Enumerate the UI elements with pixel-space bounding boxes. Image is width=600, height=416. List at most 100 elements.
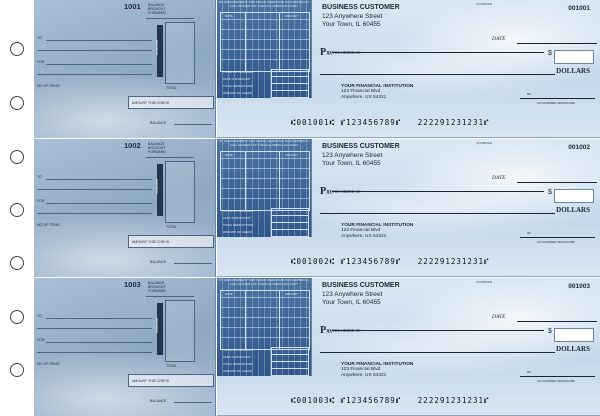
dollar-sign: $ (548, 50, 552, 57)
stub-no-items-label: NO OF ITEMS (37, 362, 60, 366)
amount-box[interactable] (554, 50, 594, 64)
binder-edge (0, 0, 34, 416)
amount-box[interactable] (554, 189, 594, 203)
grid-line (221, 337, 309, 338)
dollar-sign: $ (548, 189, 552, 196)
amount-of-check-label: AMOUNT OF CHECK (223, 369, 253, 373)
date-line[interactable] (517, 321, 597, 322)
total-invoices-label: TOTAL OF INVOICES (223, 70, 253, 74)
stub-for-line (46, 64, 152, 65)
check-set: 1003 BALANCE BROUGHT FORWARD TO FOR NO O… (34, 278, 600, 416)
stub-to-line (46, 318, 152, 319)
deposit-strip: BY ENDORSEMENT THIS CHECK WHEN PAID IS A… (217, 139, 312, 237)
binder-hole (10, 96, 24, 110)
customer-name: BUSINESS CUSTOMER (322, 4, 400, 11)
micr-line: ⑆001002⑆ ⑈123456789⑈ 222291231231⑈ (291, 257, 490, 266)
grid-line (221, 188, 309, 189)
customer-street: 123 Anywhere Street (322, 152, 383, 159)
strip-grid: DATE AMOUNT (220, 290, 310, 350)
pay-initial: P (320, 186, 327, 197)
amount-this-check-label: AMOUNT THIS CHECK (132, 240, 170, 244)
date-line[interactable] (517, 182, 597, 183)
grid-line (221, 29, 309, 30)
stub-for-label: FOR (37, 60, 45, 64)
pay-to-label: PAY TO THE ORDER OF (320, 320, 361, 338)
less-discount-label: LESS % DISCOUNT (223, 216, 251, 220)
amount-of-check-label: AMOUNT OF CHECK (223, 91, 253, 95)
binder-hole (10, 363, 24, 377)
payee-line[interactable] (332, 52, 544, 53)
total-invoices-label: TOTAL OF INVOICES (223, 348, 253, 352)
grid-line (245, 13, 246, 71)
grid-line (245, 291, 246, 349)
strip-date-label: DATE (225, 153, 233, 157)
strip-amount-label: AMOUNT (285, 14, 298, 18)
stub-line (37, 74, 152, 75)
signature-line[interactable] (520, 98, 595, 99)
strip-grid: DATE AMOUNT (220, 151, 310, 211)
stub-amount-column (165, 161, 195, 223)
stub-line (37, 213, 152, 214)
strip-date-label: DATE (225, 292, 233, 296)
customer-name: BUSINESS CUSTOMER (322, 282, 400, 289)
dollars-label: DOLLARS (556, 345, 590, 353)
check-stub: 1002 BALANCE BROUGHT FORWARD TO FOR NO O… (34, 139, 216, 277)
date-label: DATE (492, 314, 506, 320)
amount-this-check-box (128, 235, 214, 248)
bank-street: 123 Financial Blvd (341, 367, 381, 373)
stub-amount-column (165, 22, 195, 84)
amount-of-check-label: AMOUNT OF CHECK (223, 230, 253, 234)
customer-city: Your Town, IL 60455 (322, 21, 381, 28)
dollars-label: DOLLARS (556, 67, 590, 75)
stub-check-number: 1002 (124, 141, 141, 150)
written-amount-line[interactable] (320, 74, 555, 75)
check-set: 1002 BALANCE BROUGHT FORWARD TO FOR NO O… (34, 139, 600, 277)
micr-line: ⑆001001⑆ ⑈123456789⑈ 222291231231⑈ (291, 118, 490, 127)
bank-city: Anywhere, US 54321 (341, 372, 387, 378)
balance-line (174, 124, 212, 125)
stub-total-label: TOTAL (166, 364, 177, 368)
signature-line[interactable] (520, 237, 595, 238)
balance-label: BALANCE (150, 260, 167, 264)
payee-line[interactable] (332, 330, 544, 331)
signature-line[interactable] (520, 376, 595, 377)
total-deductions-label: TOTAL DEDUCTIONS (223, 223, 253, 227)
date-label: DATE (492, 175, 506, 181)
authorized-signature-label: AUTHORIZED SIGNATURE (537, 240, 575, 244)
bank-name: YOUR FINANCIAL INSTITUTION (341, 362, 414, 367)
stub-total-label: TOTAL (166, 86, 177, 90)
grid-line (221, 158, 309, 159)
written-amount-line[interactable] (320, 213, 555, 214)
check-stub: 1003 BALANCE BROUGHT FORWARD TO FOR NO O… (34, 278, 216, 416)
deposits-label: DEPOSITS (155, 179, 159, 195)
amount-box[interactable] (554, 328, 594, 342)
bank-city: Anywhere, US 54321 (341, 94, 387, 100)
payee-line[interactable] (332, 191, 544, 192)
bank-name: YOUR FINANCIAL INSTITUTION (341, 84, 414, 89)
written-amount-line[interactable] (320, 352, 555, 353)
customer-street: 123 Anywhere Street (322, 13, 383, 20)
grid-line (245, 152, 246, 210)
less-discount-label: LESS % DISCOUNT (223, 355, 251, 359)
grid-line (221, 178, 309, 179)
routing-fraction: 00-6789/1234 (476, 3, 492, 6)
stub-to-line (46, 40, 152, 41)
amount-this-check-box (128, 374, 214, 387)
date-line[interactable] (517, 43, 597, 44)
check-body: BY ENDORSEMENT THIS CHECK WHEN PAID IS A… (217, 139, 600, 277)
divider (146, 157, 194, 158)
stub-for-line (46, 342, 152, 343)
micr-line: ⑆001003⑆ ⑈123456789⑈ 222291231231⑈ (291, 396, 490, 405)
check-number: 001002 (568, 144, 590, 151)
mp-label: MP (527, 93, 531, 96)
stub-for-label: FOR (37, 338, 45, 342)
balance-line (174, 263, 212, 264)
amount-this-check-label: AMOUNT THIS CHECK (132, 101, 170, 105)
routing-fraction: 00-6789/1234 (476, 142, 492, 145)
divider (146, 18, 194, 19)
balance-brought-forward-label: BALANCE BROUGHT FORWARD (148, 3, 166, 15)
pay-rest: AY (326, 330, 333, 335)
routing-fraction: 00-6789/1234 (476, 281, 492, 284)
binder-hole (10, 203, 24, 217)
balance-line (174, 402, 212, 403)
